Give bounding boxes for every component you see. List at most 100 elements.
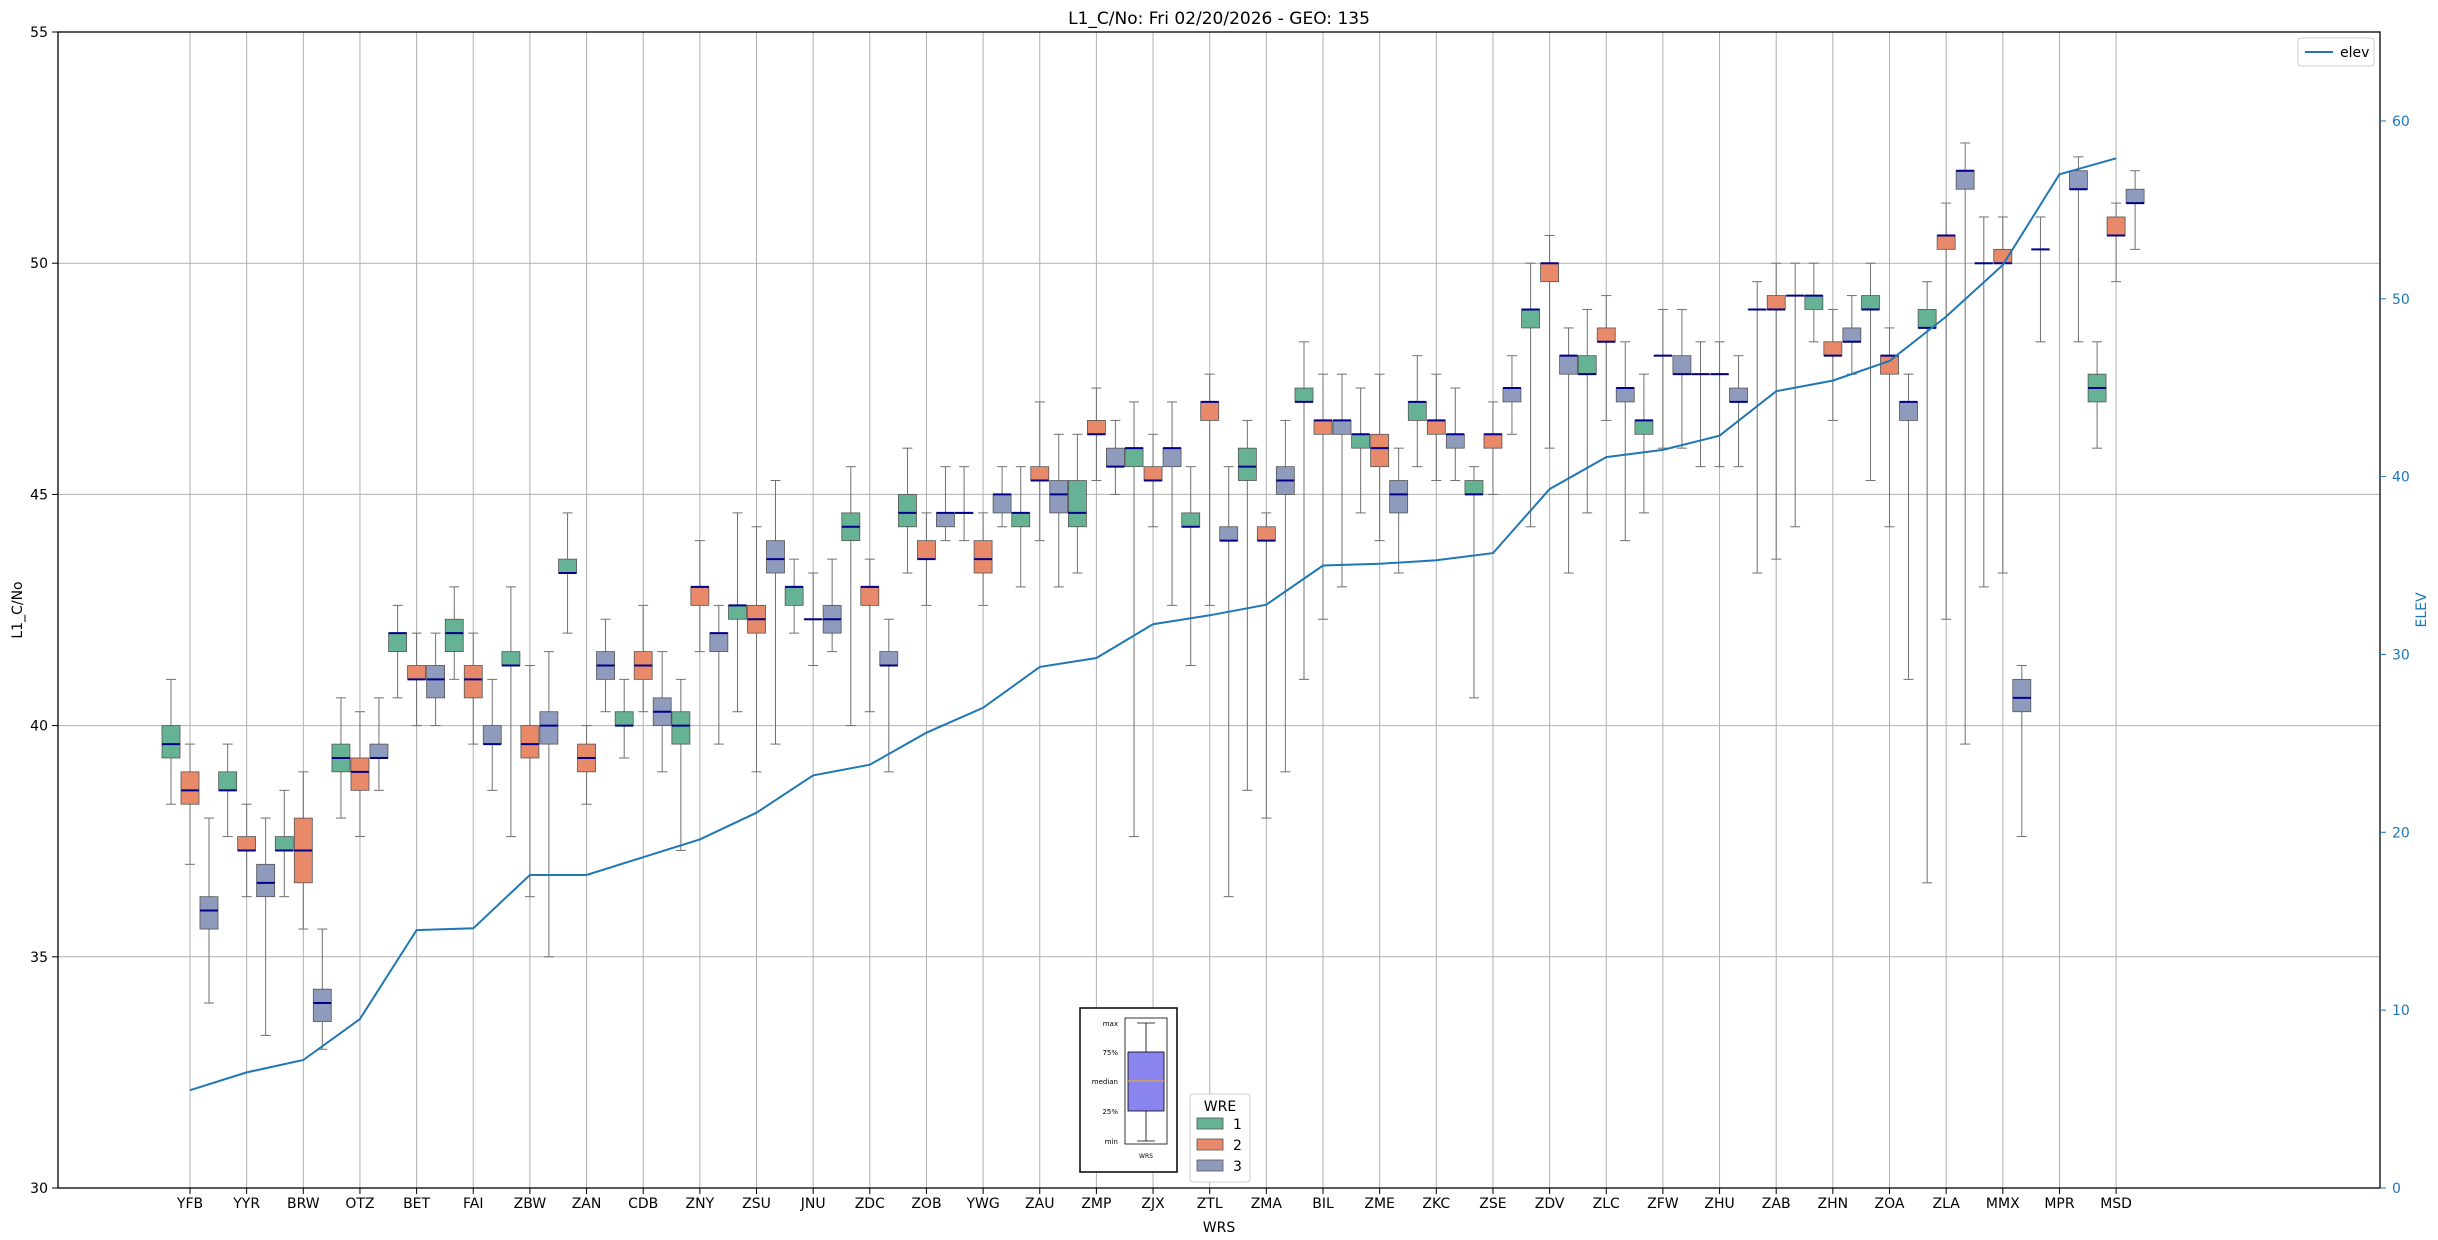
box-plot: [1445, 387, 1465, 482]
wre-legend: WRE 1 2 3: [1189, 1093, 1251, 1183]
y-axis-label: L1_C/No: [10, 581, 26, 638]
box-plot: [1370, 373, 1390, 542]
x-tick-label: ZJX: [1141, 1196, 1165, 1212]
line-legend: elev: [2297, 37, 2375, 67]
box-iqr: [388, 632, 408, 653]
x-tick-label: ZMP: [1081, 1196, 1111, 1212]
x-tick-label: YYR: [232, 1196, 260, 1212]
box-plot: [256, 817, 276, 1036]
box-plot: [784, 558, 804, 634]
x-tick-label: MMX: [1986, 1196, 2020, 1212]
box-plot: [1068, 433, 1087, 574]
box-iqr: [1842, 327, 1862, 343]
box-iqr: [1596, 327, 1616, 343]
x-tick-label: ZNY: [686, 1196, 715, 1212]
box-plot: [1313, 373, 1333, 620]
x-tick-label: ZHN: [1818, 1196, 1849, 1212]
elev-line: [189, 157, 2117, 1092]
box-plot: [1880, 327, 1899, 528]
box-plot: [331, 697, 351, 819]
box-plot: [1049, 433, 1069, 588]
box-plot: [312, 928, 332, 1050]
box-plot: [1124, 401, 1144, 838]
box-iqr: [1200, 401, 1220, 421]
box-iqr: [256, 863, 276, 898]
box-iqr: [860, 586, 880, 606]
box-plot: [766, 480, 785, 745]
x-tick-label: ZLA: [1933, 1196, 1961, 1212]
box-iqr: [1087, 420, 1106, 435]
box-plot: [992, 466, 1012, 528]
box-plot: [1842, 295, 1862, 375]
box-iqr: [558, 558, 577, 574]
box-plot: [2069, 156, 2088, 343]
box-iqr: [784, 586, 804, 606]
x-tick-label: MSD: [2100, 1196, 2132, 1212]
box-iqr: [1313, 420, 1333, 435]
box-iqr: [1955, 170, 1975, 190]
box-iqr: [992, 493, 1012, 514]
box-iqr: [1540, 262, 1559, 283]
y2-tick-label: 20: [2392, 825, 2410, 841]
box-plot: [1294, 341, 1314, 680]
box-plot: [218, 743, 238, 838]
box-plot: [1653, 308, 1673, 449]
box-plot: [652, 651, 672, 773]
box-iqr: [1332, 420, 1352, 435]
y2-axis-label: ELEV: [2414, 592, 2430, 627]
box-plot: [444, 586, 464, 680]
box-plot: [1861, 262, 1880, 482]
box-iqr: [1407, 401, 1427, 421]
box-plot: [690, 540, 710, 653]
box-plot: [1143, 433, 1163, 528]
box-plot: [1615, 341, 1635, 542]
box-iqr: [482, 725, 502, 745]
box-plot: [1559, 327, 1578, 574]
box-iqr: [1426, 420, 1446, 435]
x-tick-label: ZKC: [1422, 1196, 1450, 1212]
box-plot: [1766, 262, 1786, 560]
box-plot: [1936, 202, 1956, 620]
box-plot: [558, 512, 577, 634]
y2-tick-label: 60: [2392, 114, 2410, 130]
box-iqr: [1766, 295, 1786, 310]
x-tick-label: ZDC: [855, 1196, 885, 1212]
box-iqr: [1143, 466, 1163, 481]
box-plot: [1917, 281, 1937, 884]
box-iqr: [1559, 355, 1578, 375]
box-iqr: [1124, 447, 1144, 468]
box-iqr: [1351, 433, 1371, 449]
box-iqr: [1917, 309, 1937, 329]
grid: [58, 31, 2380, 1189]
box-plot: [180, 743, 200, 865]
y-tick-label: 45: [30, 487, 48, 503]
box-iqr: [1521, 309, 1540, 329]
box-plot: [898, 447, 917, 574]
box-plot: [936, 466, 955, 542]
box-plot: [671, 678, 691, 851]
box-iqr: [426, 665, 446, 699]
box-iqr: [1068, 480, 1087, 528]
box-iqr: [539, 711, 559, 745]
box-plot: [350, 711, 370, 838]
box-plot: [482, 678, 502, 791]
box-plot: [614, 678, 634, 759]
box-iqr: [2125, 188, 2145, 204]
x-tick-label: ZAU: [1025, 1196, 1054, 1212]
box-plot: [1729, 355, 1748, 468]
box-plot: [2031, 216, 2050, 343]
box-plot: [1577, 308, 1597, 514]
box-iqr: [369, 743, 389, 759]
box-plot: [1162, 401, 1182, 606]
box-iqr: [1899, 401, 1918, 421]
box-plot: [2106, 202, 2126, 283]
wre-legend-swatch-1: [1196, 1117, 1224, 1130]
box-iqr: [520, 725, 540, 759]
x-tick-label: ZBW: [514, 1196, 547, 1212]
box-iqr: [917, 540, 936, 560]
box-iqr: [879, 651, 899, 666]
box-iqr: [614, 711, 634, 727]
box-plot: [274, 789, 294, 898]
box-plot: [917, 512, 936, 606]
box-plot: [973, 512, 993, 606]
